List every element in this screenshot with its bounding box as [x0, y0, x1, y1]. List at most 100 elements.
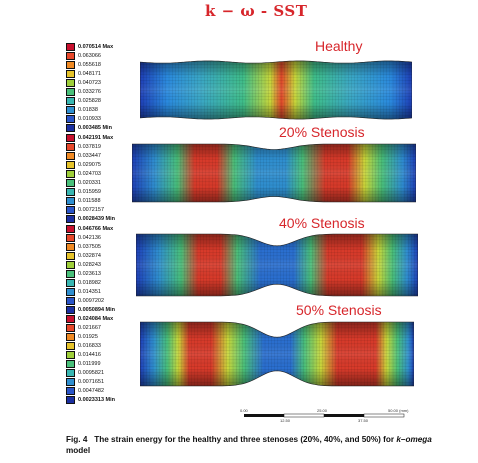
- legend-50-stenosis: 0.024084 Max 0.021667 0.01925 0.016833 0.014…: [66, 314, 146, 404]
- legend-swatch: [66, 60, 75, 69]
- legend-swatch: [66, 305, 75, 314]
- legend-swatch: [66, 160, 75, 169]
- legend-row: 0.0050894 Min: [66, 305, 146, 314]
- legend-swatch: [66, 269, 75, 278]
- legend-row: 0.0071651: [66, 377, 146, 386]
- caption-model: k–omega: [396, 435, 432, 444]
- figure-title: k − ω - SST: [205, 2, 308, 20]
- legend-row: 0.0097202: [66, 296, 146, 305]
- legend-value: 0.032874: [78, 252, 101, 259]
- caption-fig-number: Fig. 4: [66, 435, 88, 444]
- legend-row: 0.010933: [66, 114, 146, 123]
- legend-swatch: [66, 233, 75, 242]
- legend-value: 0.016833: [78, 342, 101, 349]
- legend-row: 0.042136: [66, 233, 146, 242]
- scale-sub-1: 12.50: [280, 418, 291, 423]
- legend-row: 0.003485 Min: [66, 123, 146, 132]
- legend-swatch: [66, 278, 75, 287]
- legend-row: 0.015959: [66, 187, 146, 196]
- legend-swatch: [66, 169, 75, 178]
- legend-swatch: [66, 133, 75, 142]
- legend-swatch: [66, 114, 75, 123]
- legend-value: 0.018982: [78, 279, 101, 286]
- caption-text-b: model: [66, 446, 91, 455]
- vessel-mesh: [132, 144, 416, 202]
- legend-value: 0.033447: [78, 152, 101, 159]
- legend-value: 0.033276: [78, 88, 101, 95]
- legend-row: 0.011588: [66, 196, 146, 205]
- legend-row: 0.020331: [66, 178, 146, 187]
- legend-swatch: [66, 42, 75, 51]
- legend-row: 0.037505: [66, 242, 146, 251]
- vessel-mesh: [140, 60, 412, 120]
- legend-value: 0.042191 Max: [78, 134, 114, 141]
- scale-tick-end: 50.00 (mm): [388, 408, 409, 413]
- legend-20-stenosis: 0.042191 Max 0.037819 0.033447 0.029075 0.02…: [66, 133, 146, 223]
- legend-value: 0.003485 Min: [78, 124, 112, 131]
- legend-row: 0.055618: [66, 60, 146, 69]
- legend-swatch: [66, 187, 75, 196]
- legend-swatch: [66, 142, 75, 151]
- legend-swatch: [66, 296, 75, 305]
- legend-row: 0.0028439 Min: [66, 214, 146, 223]
- legend-swatch: [66, 178, 75, 187]
- legend-swatch: [66, 341, 75, 350]
- legend-value: 0.020331: [78, 179, 101, 186]
- vessel-outline: [136, 233, 418, 297]
- legend-row: 0.028243: [66, 260, 146, 269]
- legend-value: 0.0050894 Min: [78, 306, 115, 313]
- legend-value: 0.01838: [78, 106, 98, 113]
- legend-swatch: [66, 377, 75, 386]
- legend-row: 0.040723: [66, 78, 146, 87]
- legend-row: 0.063066: [66, 51, 146, 60]
- legend-row: 0.048171: [66, 69, 146, 78]
- legend-swatch: [66, 260, 75, 269]
- legend-swatch: [66, 224, 75, 233]
- legend-value: 0.024084 Max: [78, 315, 114, 322]
- legend-row: 0.033447: [66, 151, 146, 160]
- label-healthy: Healthy: [315, 38, 363, 54]
- legend-value: 0.046766 Max: [78, 225, 114, 232]
- legend-swatch: [66, 78, 75, 87]
- legend-swatch: [66, 214, 75, 223]
- legend-swatch: [66, 87, 75, 96]
- legend-value: 0.070514 Max: [78, 43, 114, 50]
- legend-value: 0.021667: [78, 324, 101, 331]
- legend-value: 0.063066: [78, 52, 101, 59]
- vessel-healthy: [140, 60, 412, 120]
- scale-tick-mid: 25.00: [317, 408, 328, 413]
- vessel-outline: [140, 321, 414, 387]
- legend-value: 0.029075: [78, 161, 101, 168]
- label-50-stenosis: 50% Stenosis: [296, 302, 382, 318]
- legend-row: 0.01925: [66, 332, 146, 341]
- vessel-outline: [140, 60, 412, 120]
- legend-swatch: [66, 287, 75, 296]
- legend-healthy: 0.070514 Max 0.063066 0.055618 0.048171 0.04…: [66, 42, 146, 132]
- legend-row: 0.032874: [66, 251, 146, 260]
- scale-bar: 0.00 25.00 50.00 (mm) 12.50 37.50: [240, 405, 410, 432]
- legend-row: 0.0023313 Min: [66, 395, 146, 404]
- legend-value: 0.0097202: [78, 297, 104, 304]
- legend-value: 0.024703: [78, 170, 101, 177]
- legend-swatch: [66, 123, 75, 132]
- legend-row: 0.023613: [66, 269, 146, 278]
- legend-row: 0.046766 Max: [66, 224, 146, 233]
- legend-swatch: [66, 359, 75, 368]
- legend-swatch: [66, 105, 75, 114]
- legend-swatch: [66, 69, 75, 78]
- legend-swatch: [66, 332, 75, 341]
- legend-swatch: [66, 205, 75, 214]
- legend-value: 0.0072157: [78, 206, 104, 213]
- legend-value: 0.028243: [78, 261, 101, 268]
- scale-sub-2: 37.50: [358, 418, 369, 423]
- legend-value: 0.0028439 Min: [78, 215, 115, 222]
- legend-swatch: [66, 251, 75, 260]
- legend-value: 0.055618: [78, 61, 101, 68]
- legend-swatch: [66, 242, 75, 251]
- legend-value: 0.0071651: [78, 378, 104, 385]
- legend-row: 0.0047482: [66, 386, 146, 395]
- legend-value: 0.048171: [78, 70, 101, 77]
- legend-row: 0.0095821: [66, 368, 146, 377]
- label-40-stenosis: 40% Stenosis: [279, 215, 365, 231]
- legend-row: 0.011999: [66, 359, 146, 368]
